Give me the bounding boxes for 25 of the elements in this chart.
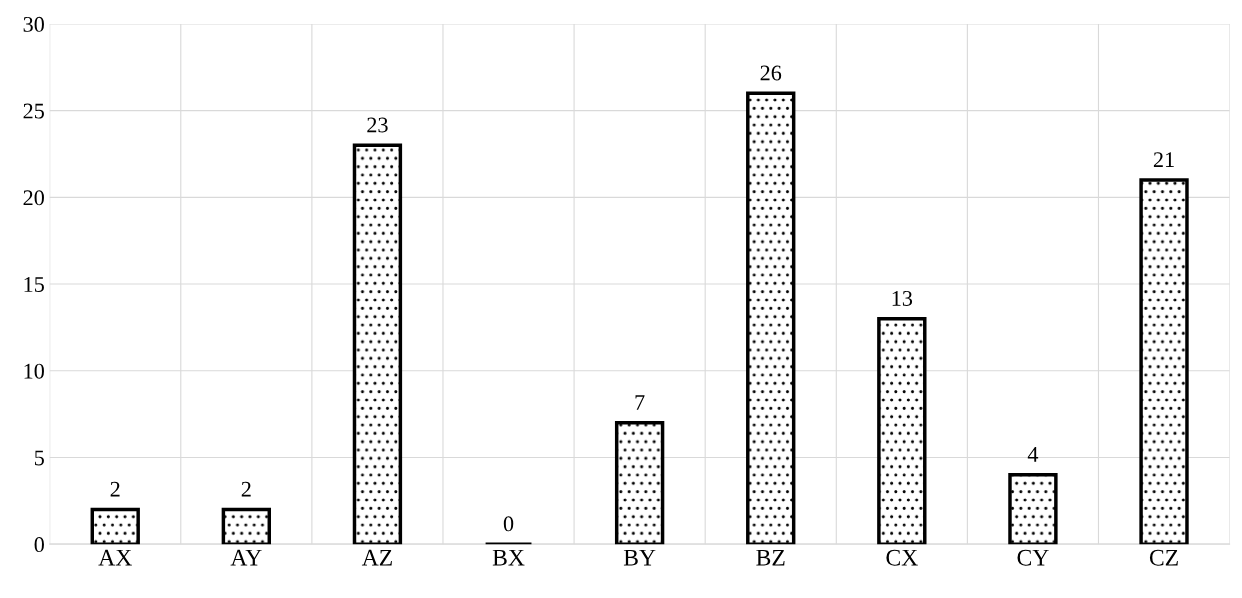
- data-label: 4: [1027, 447, 1039, 462]
- data-label: 21: [1153, 152, 1174, 167]
- data-label: 23: [367, 117, 388, 133]
- data-label: 7: [635, 395, 645, 410]
- y-tick-label: 15: [24, 277, 44, 292]
- x-tick-label: CY: [1017, 549, 1049, 566]
- x-tick-label: AZ: [361, 549, 392, 566]
- data-label: 13: [892, 290, 913, 306]
- data-label: 0: [503, 516, 514, 532]
- data-label: 26: [760, 65, 782, 81]
- y-tick-label: 20: [23, 190, 44, 206]
- y-tick-label: 30: [23, 16, 44, 32]
- y-tick-label: 25: [23, 103, 44, 119]
- y-tick-label: 10: [24, 363, 44, 379]
- x-tick-label: CZ: [1149, 549, 1178, 566]
- data-label: 2: [110, 481, 120, 497]
- y-tick-label: 5: [35, 450, 44, 466]
- x-tick-label: BY: [623, 549, 656, 566]
- y-tick-label: 0: [34, 537, 44, 553]
- x-tick-label: BX: [492, 549, 525, 566]
- x-tick-label: AY: [230, 549, 262, 566]
- x-tick-label: AX: [98, 549, 132, 566]
- x-tick-label: BZ: [756, 549, 785, 566]
- data-label: 2: [241, 481, 251, 497]
- x-tick-label: CX: [886, 549, 918, 566]
